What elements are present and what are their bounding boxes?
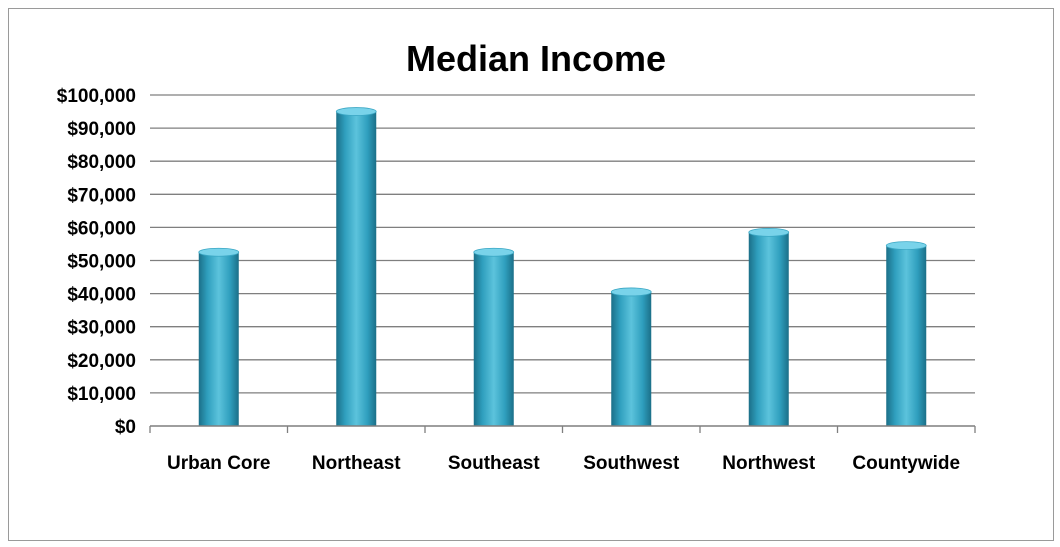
bar: [748, 227, 790, 426]
bar-body: [886, 245, 927, 426]
chart-title: Median Income: [406, 38, 666, 79]
y-axis-tick-labels: $0 $10,000 $20,000 $30,000 $40,000 $50,000 $60…: [57, 86, 136, 438]
x-tick-label: Urban Core: [167, 453, 270, 474]
gridlines: [150, 94, 975, 394]
bars: [198, 107, 927, 427]
bar-top: [885, 241, 927, 251]
x-tick-label: Northeast: [312, 453, 401, 474]
chart-frame: [8, 8, 1054, 541]
bar-body: [198, 252, 239, 426]
bar-top: [198, 247, 240, 257]
y-tick-label: $60,000: [67, 218, 136, 239]
bar-top: [335, 107, 377, 116]
bar-body: [611, 291, 652, 426]
x-tick-label: Countywide: [852, 453, 960, 474]
y-tick-label: $40,000: [67, 285, 136, 306]
y-tick-label: $30,000: [67, 318, 136, 339]
y-tick-label: $100,000: [57, 86, 136, 107]
bar-top: [610, 287, 652, 297]
bar: [610, 287, 652, 426]
bar: [335, 107, 377, 427]
bar-body: [473, 252, 514, 426]
y-tick-label: $70,000: [67, 185, 136, 206]
y-tick-label: $0: [115, 417, 136, 438]
y-tick-label: $10,000: [67, 384, 136, 405]
y-tick-label: $20,000: [67, 351, 136, 372]
x-tick-label: Southeast: [448, 453, 541, 474]
bar: [473, 247, 515, 426]
bar: [885, 241, 927, 426]
y-tick-label: $80,000: [67, 152, 136, 173]
y-tick-label: $50,000: [67, 252, 136, 273]
bar-body: [336, 111, 377, 427]
y-tick-label: $90,000: [67, 119, 136, 140]
bar-top: [473, 247, 515, 257]
bar: [198, 247, 240, 426]
x-tick-label: Northwest: [722, 453, 816, 474]
bar-body: [748, 232, 789, 426]
x-tick-label: Southwest: [583, 453, 680, 474]
bar-top: [748, 227, 790, 237]
x-axis-tick-labels: Urban Core Northeast Southeast Southwest Nor…: [167, 453, 960, 474]
x-axis: [149, 425, 976, 433]
